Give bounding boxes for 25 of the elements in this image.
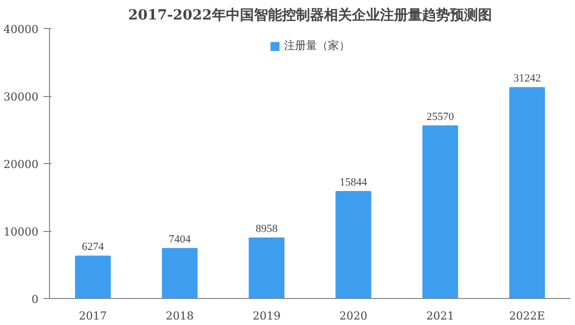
bar [336, 191, 372, 298]
y-tick-label: 40000 [4, 23, 39, 36]
legend-label: 注册量（家） [284, 38, 350, 53]
chart-title: 2017-2022年中国智能控制器相关企业注册量趋势预测图 [128, 6, 492, 24]
data-label: 6274 [82, 241, 104, 254]
y-tick-label: 10000 [4, 226, 39, 238]
x-tick-label: 2022E [509, 310, 546, 322]
y-tick-label: 0 [32, 293, 38, 306]
data-label: 8958 [256, 223, 278, 236]
data-label: 31242 [513, 72, 541, 85]
y-tick-label: 20000 [4, 158, 39, 171]
x-tick-label: 2019 [252, 310, 281, 322]
bar [248, 238, 284, 298]
x-tick-label: 2020 [339, 310, 368, 322]
x-tick-label: 2021 [426, 310, 454, 322]
bar [422, 125, 458, 298]
bar [75, 256, 111, 298]
bar [162, 248, 198, 298]
bar [509, 87, 545, 298]
data-label: 15844 [340, 176, 368, 189]
y-tick-label: 30000 [4, 90, 39, 104]
data-label: 25570 [426, 110, 454, 123]
x-tick-label: 2017 [78, 310, 107, 322]
data-label: 7404 [168, 234, 192, 246]
x-tick-label: 2018 [166, 310, 194, 322]
